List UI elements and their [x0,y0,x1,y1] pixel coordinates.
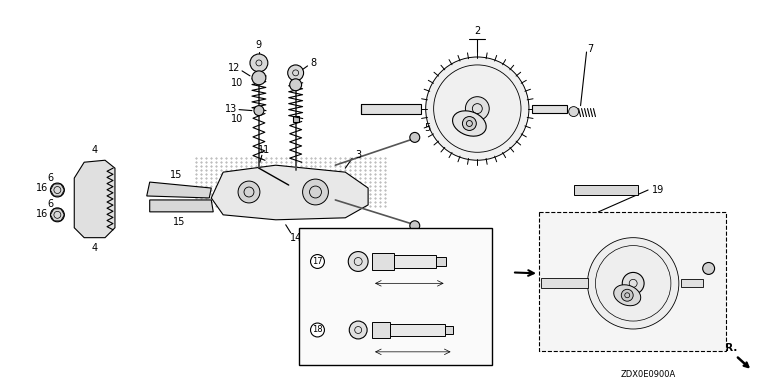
Text: 7: 7 [588,44,594,54]
Text: 81.4: 81.4 [400,285,417,294]
Text: 6: 6 [48,173,54,183]
Circle shape [303,179,329,205]
Text: ZDX0E0900A: ZDX0E0900A [621,370,676,379]
Text: 16: 16 [36,209,48,219]
Bar [390,324,445,336]
Polygon shape [147,182,211,198]
Polygon shape [74,160,115,238]
Text: 100.4: 100.4 [402,353,424,362]
Polygon shape [150,200,214,212]
Circle shape [349,321,367,339]
Circle shape [310,323,324,337]
Circle shape [621,289,633,301]
Circle shape [568,107,578,117]
Text: 18: 18 [312,326,323,334]
Ellipse shape [614,285,641,306]
Text: 15: 15 [174,217,186,227]
Text: 4.78: 4.78 [356,309,372,318]
Text: 19: 19 [394,309,404,318]
Circle shape [254,106,264,116]
Polygon shape [211,165,368,220]
Circle shape [462,117,476,131]
Text: 5: 5 [425,230,431,240]
Text: M8: M8 [372,246,382,252]
Bar [574,185,638,195]
Text: 20: 20 [410,239,419,248]
Bar [372,253,394,270]
Bar [532,104,567,113]
Circle shape [348,252,368,271]
Text: 16: 16 [36,183,48,193]
Ellipse shape [452,111,486,136]
Circle shape [588,238,679,329]
Bar [361,104,421,114]
Text: 17: 17 [376,343,386,353]
Circle shape [290,79,302,91]
Bar [293,116,299,121]
Bar [541,278,588,288]
Text: 23: 23 [378,276,388,285]
Bar [681,280,703,287]
Circle shape [51,183,65,197]
Text: 10: 10 [231,78,243,88]
Circle shape [288,65,303,81]
Text: 5: 5 [425,124,431,134]
Text: 8: 8 [310,58,316,68]
Bar [445,326,452,334]
Circle shape [465,97,489,121]
Text: FR.: FR. [717,343,748,367]
Circle shape [622,272,644,294]
Bar [299,228,492,365]
Text: 2: 2 [474,26,481,36]
Circle shape [425,57,529,160]
Circle shape [238,181,260,203]
Bar [394,255,435,268]
Text: 7: 7 [704,229,710,239]
Text: 4: 4 [92,145,98,155]
Circle shape [410,221,420,231]
Bar [372,322,390,338]
Circle shape [51,208,65,222]
Text: 5: 5 [362,239,366,248]
Circle shape [250,54,268,72]
Text: 11: 11 [258,145,270,155]
Text: 6: 6 [48,199,54,209]
Circle shape [410,132,420,142]
Text: 13: 13 [225,104,237,114]
Text: 3: 3 [355,150,361,160]
Text: 14: 14 [290,233,302,243]
Circle shape [252,71,266,85]
Text: 10: 10 [231,114,243,124]
Circle shape [310,255,324,268]
Text: 12: 12 [228,63,240,73]
Bar [435,257,445,266]
Text: 19: 19 [652,185,664,195]
Text: 4: 4 [92,243,98,253]
Bar [539,212,726,351]
Text: 9: 9 [256,40,262,50]
Text: 17: 17 [312,257,323,266]
Text: 15: 15 [170,170,183,180]
Circle shape [703,263,714,275]
Bar [256,108,262,114]
